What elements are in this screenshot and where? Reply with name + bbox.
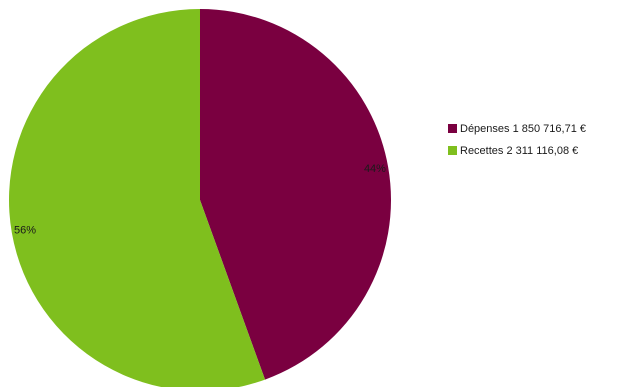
pie-slice-labels: 44% 56% xyxy=(14,163,386,236)
pie-percent-label: 44% xyxy=(364,163,386,175)
legend-swatch xyxy=(448,146,457,155)
pie-slice-depenses xyxy=(200,9,392,380)
chart-legend: Dépenses 1 850 716,71 € Recettes 2 311 11… xyxy=(448,123,586,157)
legend-label: Dépenses 1 850 716,71 € xyxy=(460,123,586,135)
pie-slices xyxy=(9,9,392,387)
legend-swatch xyxy=(448,124,457,133)
legend-label: Recettes 2 311 116,08 € xyxy=(460,145,578,157)
pie-slice-recettes xyxy=(9,9,266,387)
pie-percent-label: 56% xyxy=(14,225,36,237)
